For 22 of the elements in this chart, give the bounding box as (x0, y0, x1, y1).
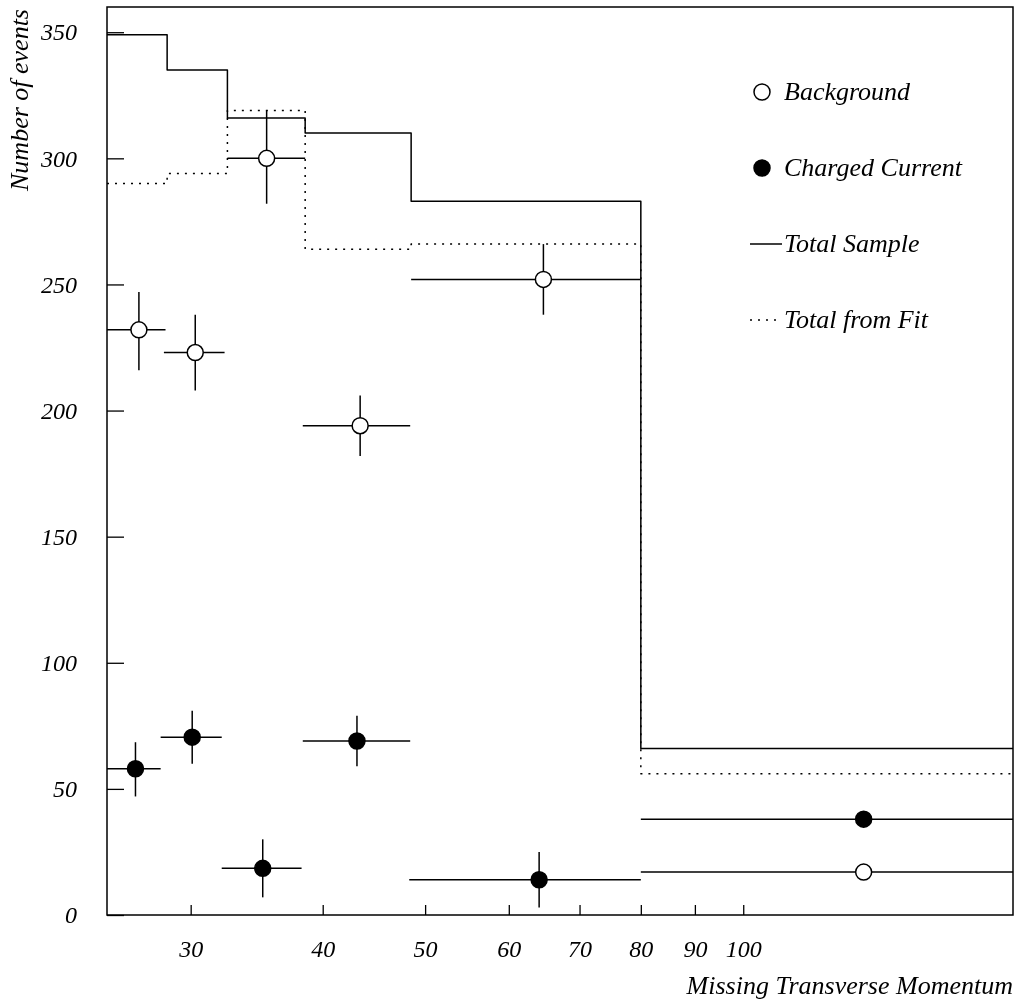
x-tick-label: 70 (568, 936, 593, 963)
y-tick-label: 100 (41, 649, 77, 676)
y-axis-title: Number of events (5, 9, 34, 192)
y-tick-label: 50 (53, 776, 77, 803)
legend-label: Charged Current (784, 153, 963, 182)
y-tick-label: 250 (41, 271, 77, 298)
x-tick-label: 40 (311, 936, 336, 963)
x-tick-label: 80 (629, 936, 654, 963)
y-tick-label: 300 (40, 145, 77, 172)
y-tick-label: 350 (40, 19, 77, 46)
legend-label: Total Sample (784, 229, 920, 258)
x-tick-label: 30 (178, 936, 204, 963)
x-tick-label: 90 (683, 936, 708, 963)
legend-label: Background (784, 77, 912, 106)
legend-label: Total from Fit (784, 305, 929, 334)
y-tick-label: 150 (41, 523, 77, 550)
x-tick-label: 100 (725, 936, 762, 963)
x-tick-label: 60 (497, 936, 522, 963)
y-tick-label: 200 (41, 397, 77, 424)
x-tick-label: 50 (413, 936, 438, 963)
x-axis-title: Missing Transverse Momentum (685, 971, 1013, 1000)
y-tick-label: 0 (65, 902, 77, 929)
